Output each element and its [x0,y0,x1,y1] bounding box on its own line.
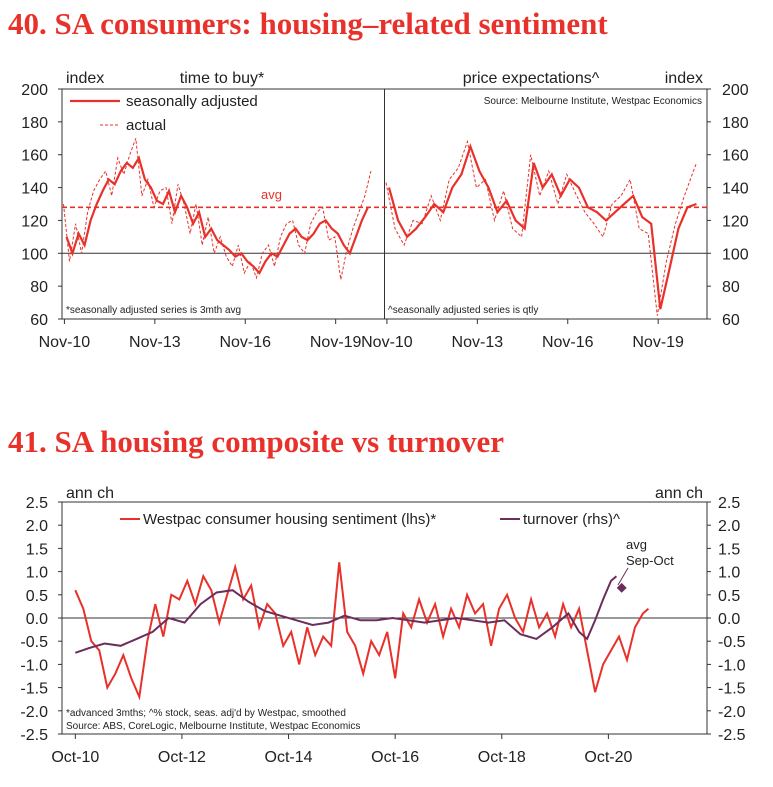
y-tick-label-right: 200 [722,82,749,99]
y-tick-label-left: 80 [30,279,48,296]
legend-label-actual: actual [126,117,166,134]
y-tick-label-right: 60 [722,312,740,329]
x-tick-label: Nov-16 [219,334,271,351]
x-tick-label: Nov-16 [542,334,594,351]
y-tick-label-right: 140 [722,181,749,198]
left-unit-label: index [66,70,104,87]
series-line-actual [385,139,697,316]
y-tick-label-right: 120 [722,213,749,230]
x-tick-label: Nov-19 [632,334,684,351]
y-tick-label-left: 180 [21,115,48,132]
x-tick-label: Nov-10 [39,334,91,351]
y-tick-label-right: 180 [722,115,749,132]
series-line-actual [63,138,372,280]
x-tick-label: Nov-13 [452,334,504,351]
chart-41-title: 41. SA housing composite vs turnover [8,424,505,459]
series-line-seasonally-adjusted [387,143,697,310]
y-tick-label-right: 160 [722,148,749,165]
chart-40-title: 40. SA consumers: housing–related sentim… [8,6,608,41]
series-line-seasonally-adjusted [65,155,369,275]
y-tick-label-right: 100 [722,246,749,263]
x-tick-label: Nov-19 [310,334,362,351]
y-tick-label-left: 140 [21,181,48,198]
note-price-expectations: ^seasonally adjusted series is qtly [388,305,538,316]
x-tick-label: Nov-10 [361,334,413,351]
right-unit-label: index [665,70,703,87]
panel-title-time-to-buy: time to buy* [180,70,264,87]
y-tick-label-left: 200 [21,82,48,99]
legend-label-sa: seasonally adjusted [126,93,258,110]
panel-title-price-expectations: price expectations^ [463,70,600,87]
y-tick-label-left: 160 [21,148,48,165]
source-note: Source: Melbourne Institute, Westpac Eco… [484,96,702,107]
note-time-to-buy: *seasonally adjusted series is 3mth avg [66,305,241,316]
y-tick-label-left: 120 [21,213,48,230]
y-tick-label-left: 100 [21,246,48,263]
avg-label: avg [261,187,282,202]
y-tick-label-right: 80 [722,279,740,296]
y-tick-label-left: 60 [30,312,48,329]
x-tick-label: Nov-13 [129,334,181,351]
